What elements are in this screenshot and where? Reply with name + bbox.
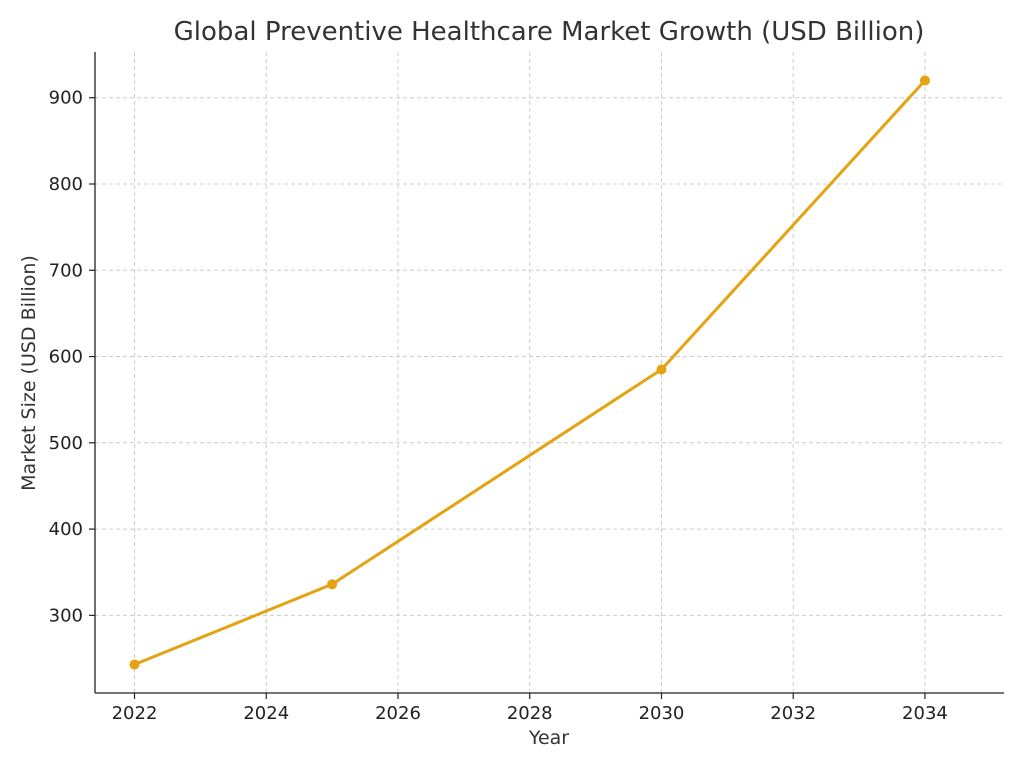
x-tick-label: 2032: [770, 703, 816, 724]
data-point: [919, 75, 930, 86]
x-tick-label: 2030: [639, 703, 685, 724]
x-tick-label: 2022: [112, 703, 158, 724]
data-point: [129, 659, 140, 670]
data-point: [327, 579, 338, 590]
y-tick-label: 800: [49, 174, 83, 195]
series-line: [133, 78, 927, 667]
y-tick-label: 900: [49, 88, 83, 109]
x-axis-label: Year: [528, 727, 569, 749]
y-tick-label: 500: [49, 433, 83, 454]
x-tick-label: 2024: [243, 703, 289, 724]
x-tick-label: 2034: [902, 703, 948, 724]
chart-title: Global Preventive Healthcare Market Grow…: [174, 17, 925, 47]
y-axis-label: Market Size (USD Billion): [18, 255, 40, 491]
y-tick-label: 400: [49, 519, 83, 540]
axis-ticks: 2022 2024 2026 2028 2030 2032 2034 300 400 500 600…: [49, 88, 948, 724]
x-tick-label: 2026: [375, 703, 421, 724]
grid: [95, 52, 1004, 693]
x-tick-label: 2028: [507, 703, 553, 724]
data-point: [656, 364, 667, 375]
y-tick-label: 700: [49, 260, 83, 281]
y-tick-label: 300: [49, 605, 83, 626]
series-group: [129, 75, 930, 670]
y-tick-label: 600: [49, 347, 83, 368]
